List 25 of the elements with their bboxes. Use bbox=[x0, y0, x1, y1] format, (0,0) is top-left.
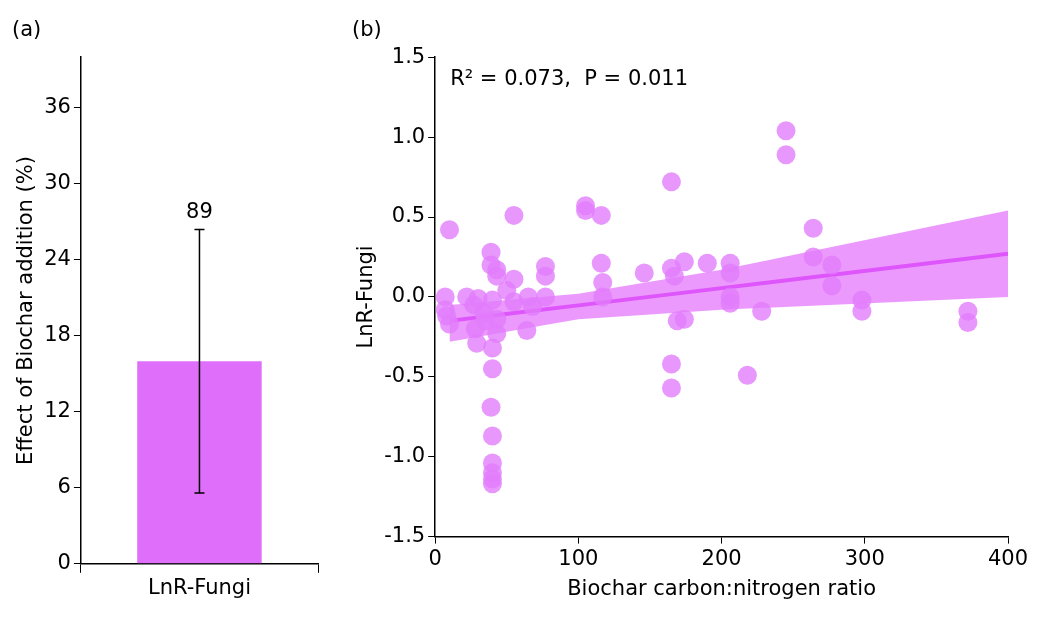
y-tick-label: 18 bbox=[44, 322, 71, 347]
y-tick-label: 0.0 bbox=[391, 283, 426, 308]
x-tick-label: 0 bbox=[428, 545, 442, 570]
x-tick-label: 300 bbox=[844, 545, 885, 570]
y-tick-label: 6 bbox=[57, 474, 71, 499]
x-tick-label: 400 bbox=[987, 545, 1029, 570]
x-axis-title: Biochar carbon:nitrogen ratio bbox=[567, 575, 876, 600]
y-tick-label: -1.5 bbox=[384, 523, 426, 548]
y-tick-label: 0.5 bbox=[391, 203, 426, 228]
y-tick-label: 1.0 bbox=[391, 123, 426, 148]
y-tick-label: 12 bbox=[44, 398, 71, 423]
y-tick-label: 24 bbox=[44, 246, 71, 271]
y-tick-label: -1.0 bbox=[384, 443, 426, 468]
chart-title: (b) bbox=[352, 17, 382, 42]
y-axis-title: LnR-Fungi bbox=[353, 245, 378, 349]
y-tick-label: -0.5 bbox=[384, 363, 426, 388]
x-tick-label: 200 bbox=[701, 545, 742, 570]
x-tick-label: 100 bbox=[558, 545, 599, 570]
chart-title: (a) bbox=[12, 17, 42, 42]
annotation: R² = 0.073, P = 0.011 bbox=[450, 66, 689, 91]
y-tick-label: 36 bbox=[44, 94, 71, 119]
y-tick-label: 1.5 bbox=[391, 43, 426, 68]
y-axis-title: Effect of Biochar addition (%) bbox=[13, 156, 38, 465]
annotation: 89 bbox=[186, 199, 213, 224]
y-tick-label: 30 bbox=[44, 170, 71, 195]
